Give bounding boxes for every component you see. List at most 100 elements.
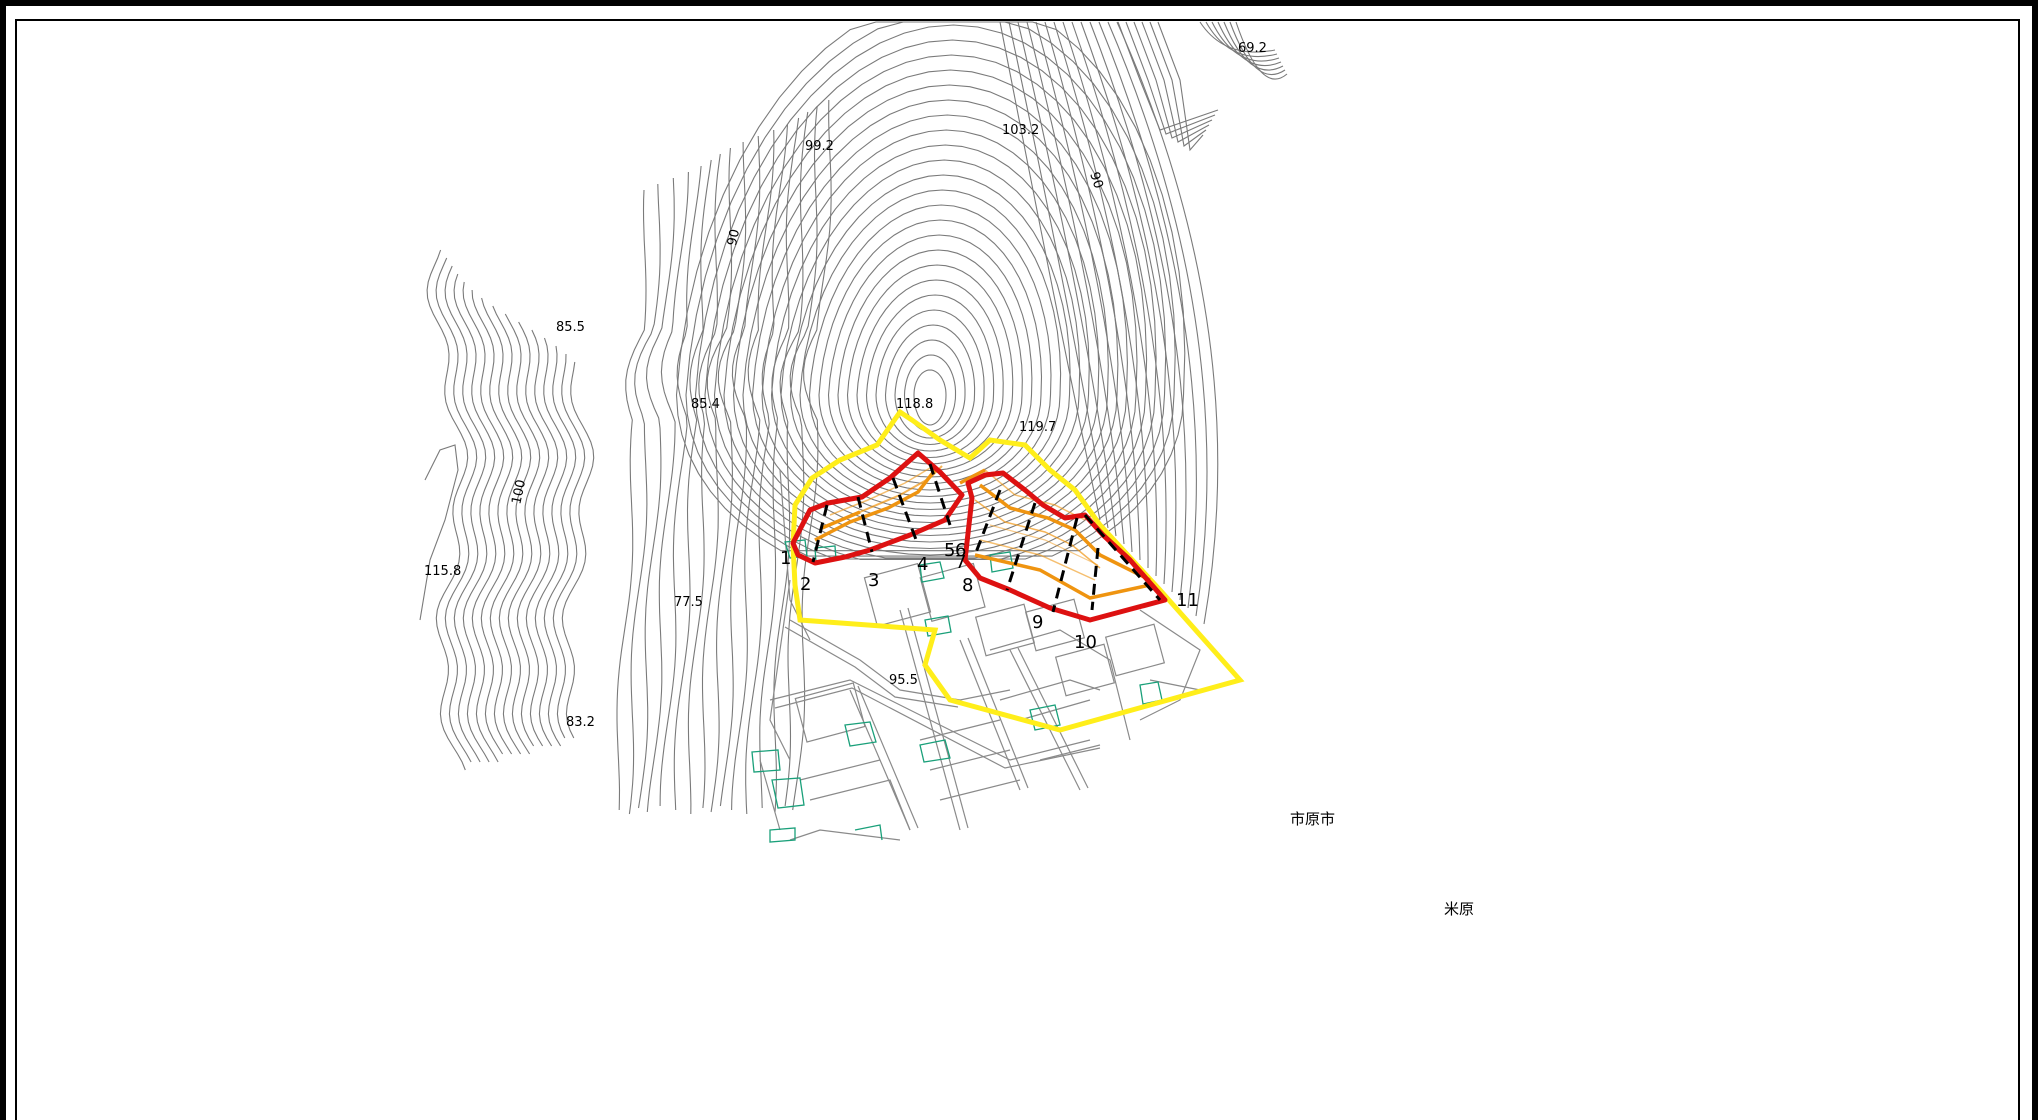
contour-line	[1044, 21, 1141, 561]
zone-number: 2	[800, 574, 811, 595]
contour-line	[865, 294, 995, 459]
contour-lines-northeast	[999, 21, 1288, 625]
contour-line	[1125, 21, 1216, 135]
contour-line	[789, 174, 1071, 511]
contour-line	[745, 123, 789, 815]
elevation-labels: 69.2 99.2 103.2 90 90 85.5 85.4 100 118.…	[424, 41, 1267, 730]
contour-line	[1235, 21, 1288, 80]
contour-line	[1089, 21, 1187, 601]
contour-line	[516, 321, 550, 747]
contour-line	[903, 354, 957, 433]
dashed-division-lines	[811, 463, 1162, 613]
contour-line	[426, 249, 469, 771]
contour-line	[561, 361, 595, 739]
contour-line	[742, 99, 1119, 543]
contour-line	[799, 189, 1062, 504]
elevation-label: 90	[725, 228, 743, 247]
contour-line	[731, 129, 775, 811]
road-network	[759, 469, 1201, 841]
contour-line	[1141, 21, 1210, 143]
zone-number-labels: 1 2 3 4 5 6 7 8 9 10 11	[780, 540, 1199, 653]
contour-line	[1149, 21, 1207, 147]
contour-line	[552, 353, 586, 739]
contour-line	[1107, 21, 1208, 617]
contour-line	[1229, 21, 1286, 76]
inner-frame	[15, 19, 2020, 1120]
elevation-label: 83.2	[566, 715, 595, 730]
place-name-yonehara: 米原	[1444, 900, 1474, 918]
contour-line	[616, 189, 647, 811]
contour-line	[419, 444, 459, 621]
contour-line	[913, 369, 947, 426]
contour-line	[704, 39, 1157, 561]
zone-number: 5	[944, 540, 955, 561]
contour-line	[1017, 21, 1117, 537]
zone-number: 1	[780, 548, 791, 569]
contour-line	[875, 309, 985, 452]
contour-line	[1053, 21, 1149, 569]
contour-line	[1116, 21, 1219, 625]
elevation-label: 100	[509, 478, 529, 505]
contour-line	[1133, 21, 1213, 139]
elevation-label: 69.2	[1238, 41, 1267, 56]
contour-line	[462, 281, 505, 763]
contour-line	[837, 249, 1023, 478]
zone-number: 3	[868, 570, 879, 591]
contour-line	[435, 257, 478, 763]
elevation-label: 118.8	[896, 397, 933, 412]
zone-number: 6	[955, 540, 966, 561]
contour-line	[894, 339, 966, 439]
zone-number: 11	[1176, 590, 1199, 611]
zone-number: 7	[955, 552, 966, 573]
contour-line	[999, 21, 1101, 521]
elevation-label: 77.5	[674, 595, 703, 610]
elevation-label: 85.5	[556, 320, 585, 335]
contour-line	[673, 159, 712, 811]
yellow-survey-boundary	[790, 408, 1245, 733]
contour-line	[453, 273, 496, 763]
elevation-label: 99.2	[805, 139, 834, 154]
contour-line	[628, 183, 661, 815]
contour-line	[1223, 21, 1284, 71]
contour-lines-west	[419, 249, 595, 771]
elevation-label: 103.2	[1002, 123, 1039, 138]
contour-line	[637, 177, 675, 809]
zone-number: 10	[1074, 632, 1097, 653]
contour-line	[543, 345, 577, 747]
contour-line	[1026, 21, 1125, 545]
place-name-ichihara: 市原市	[1290, 810, 1335, 828]
contour-line	[808, 204, 1052, 498]
contour-line	[713, 54, 1148, 559]
contour-line	[723, 69, 1138, 556]
contour-line	[504, 313, 541, 755]
contour-line	[471, 289, 514, 755]
contour-line	[784, 105, 818, 807]
contour-line	[751, 114, 1109, 537]
contour-line	[846, 264, 1014, 472]
contour-line	[780, 159, 1081, 517]
contour-line	[884, 324, 976, 446]
contour-line	[1080, 21, 1177, 593]
elevation-label: 90	[1086, 170, 1105, 190]
zone-number: 9	[1032, 612, 1043, 633]
elevation-label: 119.7	[1019, 420, 1056, 435]
elevation-label: 85.4	[691, 397, 720, 412]
elevation-label: 95.5	[889, 673, 918, 688]
contour-line	[687, 153, 721, 815]
contour-line	[646, 171, 689, 813]
contour-line	[444, 265, 487, 763]
contour-line	[1071, 21, 1167, 585]
contour-lines-ridge	[616, 99, 832, 815]
elevation-label: 115.8	[424, 564, 461, 579]
contour-line	[1008, 21, 1109, 529]
contour-line	[659, 165, 702, 807]
contour-line	[534, 337, 568, 747]
contour-line	[719, 135, 761, 807]
contour-line	[481, 297, 523, 755]
contour-line	[759, 117, 800, 809]
contour-line	[1199, 21, 1276, 53]
contour-line	[492, 305, 532, 755]
red-boundary-west	[790, 450, 965, 566]
